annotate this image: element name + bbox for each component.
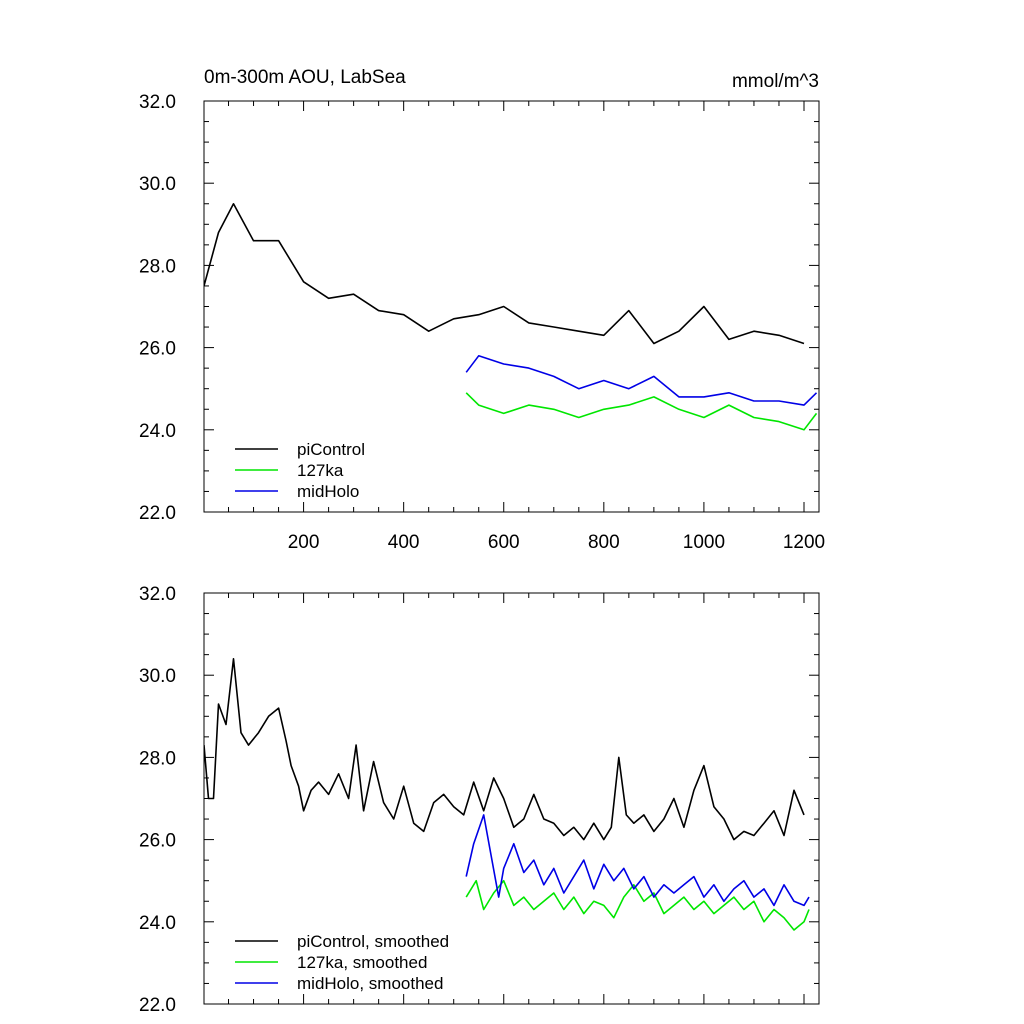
y-tick-label: 24.0 bbox=[139, 421, 176, 442]
x-tick-label: 1200 bbox=[783, 532, 825, 553]
x-tick-label: 600 bbox=[488, 532, 520, 553]
y-tick-label: 26.0 bbox=[139, 831, 176, 852]
y-tick-label: 32.0 bbox=[139, 584, 176, 605]
bottom-series-group bbox=[204, 657, 810, 931]
chart-title: 0m-300m AOU, LabSea bbox=[204, 67, 406, 88]
x-tick-label: 400 bbox=[388, 532, 420, 553]
series-line-midholo-smoothed bbox=[465, 814, 810, 907]
legend-label: midHolo bbox=[297, 482, 359, 501]
y-tick-label: 26.0 bbox=[139, 339, 176, 360]
series-line-127ka-smoothed bbox=[465, 879, 810, 931]
series-line-midholo bbox=[465, 354, 818, 406]
legend-label: piControl, smoothed bbox=[297, 932, 449, 951]
x-tick-label: 1000 bbox=[683, 532, 725, 553]
y-tick-label: 28.0 bbox=[139, 748, 176, 769]
y-tick-label: 24.0 bbox=[139, 913, 176, 934]
legend-label: 127ka bbox=[297, 461, 344, 480]
legend-label: piControl bbox=[297, 440, 365, 459]
top-legend: piControl 127ka midHolo bbox=[235, 440, 365, 501]
y-tick-label: 30.0 bbox=[139, 174, 176, 195]
series-line-picontrol bbox=[204, 203, 805, 345]
units-label: mmol/m^3 bbox=[732, 71, 819, 92]
series-line-picontrol-smoothed bbox=[204, 657, 805, 841]
top-series-group bbox=[204, 203, 818, 431]
y-tick-label: 22.0 bbox=[139, 995, 176, 1016]
bottom-legend: piControl, smoothed 127ka, smoothed midHol… bbox=[235, 932, 449, 993]
bottom-axes: 22.0 24.0 26.0 28.0 30.0 32.0 bbox=[139, 584, 819, 1016]
x-tick-label: 800 bbox=[588, 532, 620, 553]
y-tick-label: 28.0 bbox=[139, 256, 176, 277]
series-line-127ka bbox=[465, 392, 818, 431]
panel-smoothed: 22.0 24.0 26.0 28.0 30.0 32.0 piControl, smoot… bbox=[139, 584, 820, 1016]
y-tick-label: 22.0 bbox=[139, 503, 176, 524]
y-tick-label: 32.0 bbox=[139, 92, 176, 113]
x-tick-label: 200 bbox=[288, 532, 320, 553]
legend-label: 127ka, smoothed bbox=[297, 953, 427, 972]
top-axes: 22.0 24.0 26.0 28.0 30.0 32.0 200 400 600 800 1000… bbox=[139, 92, 825, 553]
panel-raw: 0m-300m AOU, LabSea mmol/m^3 22.0 24.0 26.… bbox=[139, 67, 825, 553]
y-tick-label: 30.0 bbox=[139, 666, 176, 687]
legend-label: midHolo, smoothed bbox=[297, 974, 443, 993]
